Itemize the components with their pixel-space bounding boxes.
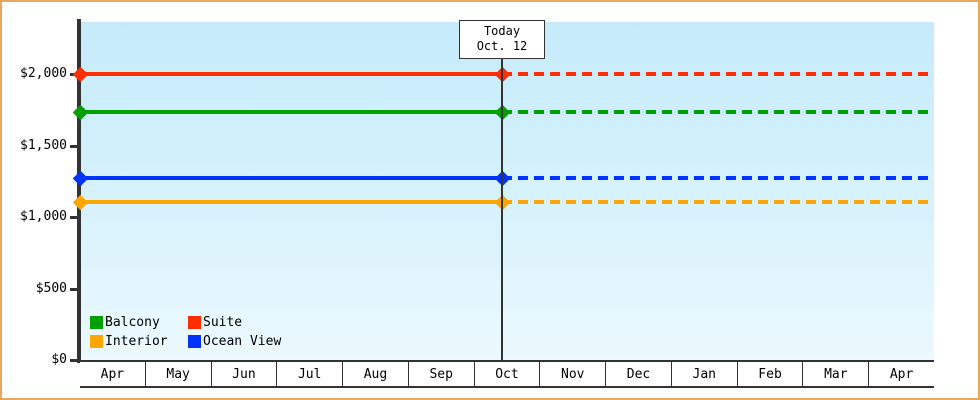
- legend-row: Interior Ocean View: [90, 332, 281, 351]
- x-axis-month-cell[interactable]: Oct: [474, 362, 541, 386]
- x-axis-month-cell[interactable]: Apr: [80, 362, 146, 386]
- legend-swatch-icon: [90, 335, 103, 348]
- y-axis-tick: [70, 287, 79, 291]
- y-axis-label: $0: [51, 352, 67, 367]
- series-forecast-interior: [502, 199, 934, 204]
- y-axis-label: $1,500: [20, 137, 67, 153]
- y-axis-tick: [70, 216, 79, 219]
- legend-row: Balcony Suite: [90, 313, 281, 332]
- today-callout-line2: Oct. 12: [476, 39, 528, 53]
- legend-item-balcony[interactable]: Balcony: [90, 315, 188, 330]
- series-line-balcony: [80, 109, 502, 114]
- today-callout: Today Oct. 12: [459, 20, 545, 59]
- x-axis-month-cell[interactable]: Jan: [671, 362, 738, 386]
- legend-swatch-icon: [90, 316, 103, 329]
- legend-swatch-icon: [188, 316, 201, 329]
- x-axis-month-cell[interactable]: Sep: [408, 362, 475, 386]
- series-line-interior: [80, 199, 502, 204]
- series-forecast-balcony: [502, 109, 934, 114]
- today-line: [501, 46, 503, 360]
- series-line-ocean-view: [80, 176, 502, 181]
- x-axis-month-cell[interactable]: Nov: [540, 362, 607, 386]
- y-axis-label: $1,000: [20, 209, 67, 224]
- x-axis-month-cell[interactable]: Mar: [803, 362, 870, 386]
- legend-label: Balcony: [105, 315, 160, 330]
- plot-area: [80, 22, 934, 360]
- legend-item-suite[interactable]: Suite: [188, 315, 242, 330]
- series-forecast-ocean-view: [502, 176, 934, 181]
- x-axis-months: Apr May Jun Jul Aug Sep Oct Nov Dec Jan Feb Mar Apr: [80, 360, 934, 388]
- legend-swatch-icon: [188, 335, 201, 348]
- legend-item-interior[interactable]: Interior: [90, 334, 188, 349]
- x-axis-month-cell[interactable]: Aug: [343, 362, 409, 386]
- x-axis-month-cell[interactable]: Apr: [869, 362, 934, 386]
- y-axis-tick: [70, 144, 79, 148]
- legend-label: Suite: [203, 315, 243, 330]
- x-axis-month-cell[interactable]: Jun: [211, 362, 278, 386]
- today-callout-line1: Today: [483, 24, 521, 38]
- x-axis-month-cell[interactable]: Feb: [737, 362, 804, 386]
- series-forecast-suite: [502, 72, 934, 76]
- x-axis-month-cell[interactable]: May: [145, 362, 212, 386]
- y-axis-label: $500: [35, 280, 67, 296]
- x-axis-month-cell[interactable]: Jul: [277, 362, 344, 386]
- x-axis-month-cell[interactable]: Dec: [606, 362, 672, 386]
- legend-item-ocean-view[interactable]: Ocean View: [188, 334, 281, 349]
- chart-legend: Balcony Suite Interior Ocean View: [90, 313, 281, 351]
- legend-label: Ocean View: [203, 334, 282, 349]
- series-line-suite: [80, 72, 502, 76]
- y-axis-label: $2,000: [20, 66, 67, 81]
- legend-label: Interior: [105, 334, 168, 349]
- y-axis-tick: [70, 359, 79, 362]
- y-axis-line: [77, 19, 81, 363]
